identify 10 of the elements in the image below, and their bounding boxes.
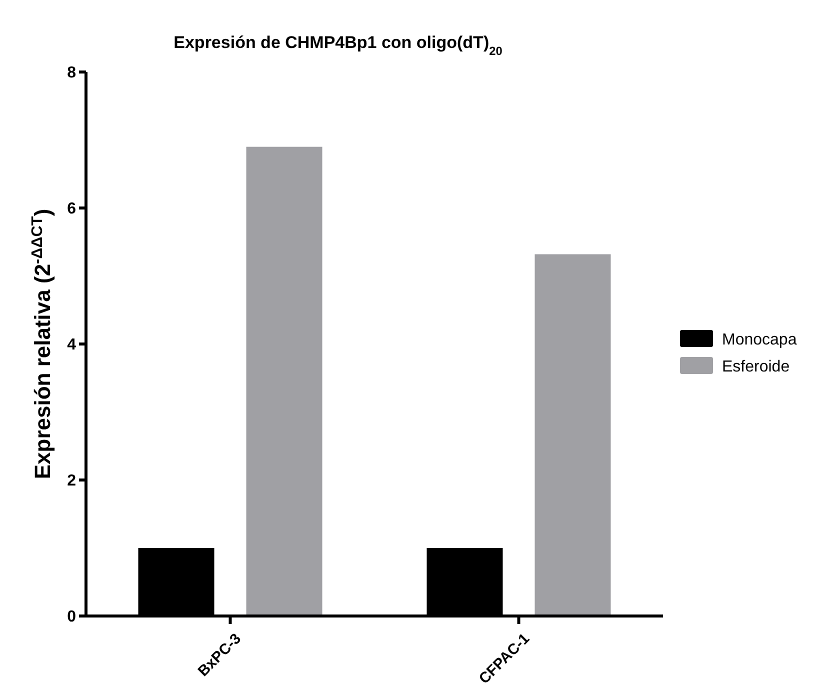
y-tick-label: 2: [67, 472, 76, 490]
y-tick-label: 6: [67, 200, 76, 218]
legend-label: Esferoide: [722, 358, 790, 376]
y-tick-label: 8: [67, 64, 76, 82]
y-tick-label: 0: [67, 608, 76, 626]
y-tick-label: 4: [67, 336, 76, 354]
bar: [246, 146, 322, 616]
legend-label: Monocapa: [722, 332, 797, 349]
bar: [534, 254, 611, 616]
chart-title: Expresión de CHMP4Bp1 con oligo(dT)$_{20}$: [174, 33, 503, 58]
